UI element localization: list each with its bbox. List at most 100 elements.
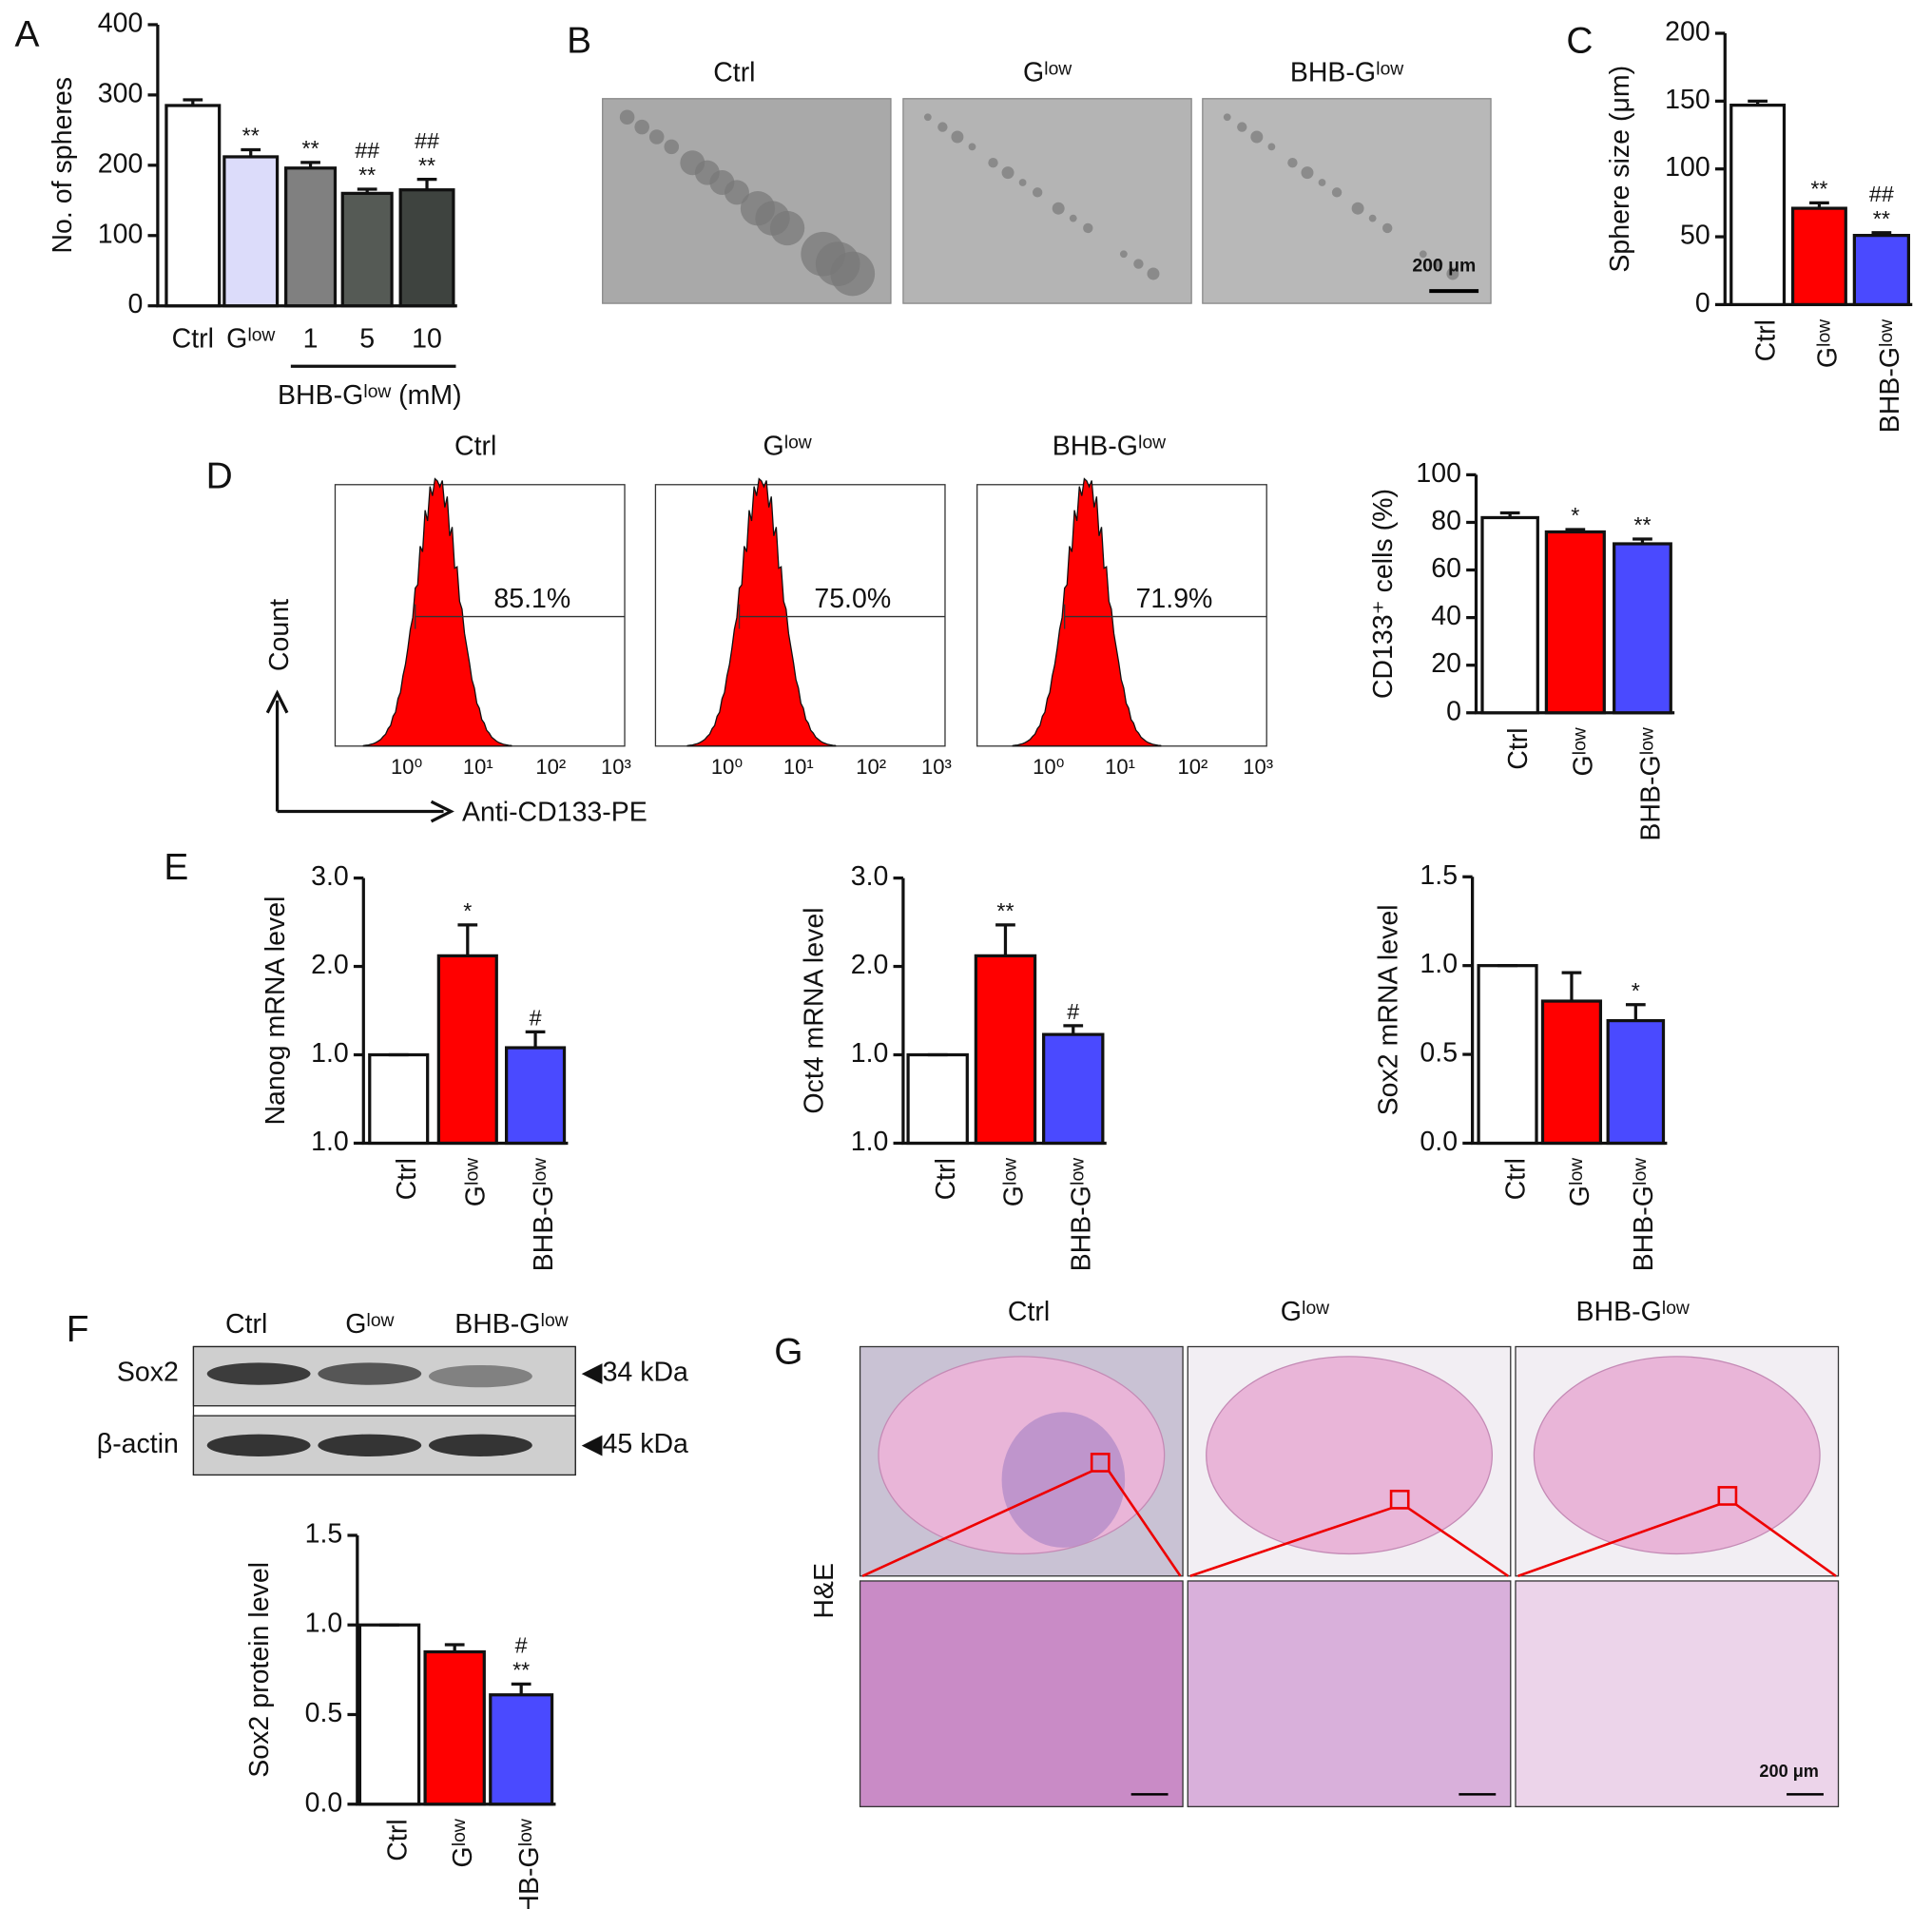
- sphere: [923, 113, 932, 122]
- error-bar: [1063, 1024, 1084, 1035]
- flow-tick: 10⁰: [1033, 755, 1064, 779]
- sphere: [951, 130, 964, 144]
- sphere: [1250, 130, 1264, 144]
- significance: #: [530, 1006, 542, 1031]
- y-tick-label: 1.0: [305, 1609, 343, 1639]
- significance: #: [515, 1633, 528, 1658]
- gate-label: 75.0%: [814, 584, 891, 614]
- bar: [505, 1046, 567, 1146]
- x-tick-label: Gˡᵒʷ: [1812, 319, 1843, 368]
- sphere: [664, 139, 680, 155]
- x-tick-label: BHB-Gˡᵒʷ: [529, 1158, 559, 1272]
- sphere: [937, 122, 948, 132]
- sphere: [1382, 222, 1393, 234]
- x-tick-label: Ctrl: [172, 324, 214, 355]
- error-bar: [1748, 99, 1768, 106]
- bar: [1042, 1032, 1105, 1146]
- x-tick-label: BHB-Gˡᵒʷ: [514, 1819, 545, 1909]
- y-tick-label: 1.5: [1420, 860, 1458, 891]
- flow-histogram: [1012, 477, 1162, 747]
- y-tick-label: 80: [1431, 506, 1461, 536]
- y-tick-label: 100: [1416, 458, 1461, 489]
- significance: **: [1810, 177, 1827, 202]
- micrograph: [1202, 98, 1492, 304]
- y-tick-label: 0: [1695, 288, 1710, 318]
- x-tick-label: Ctrl: [392, 1158, 422, 1200]
- y-tick-label: 0: [1446, 696, 1461, 726]
- panel-label: E: [164, 847, 188, 888]
- sphere: [1267, 143, 1276, 151]
- x-tick-label: Ctrl: [382, 1819, 413, 1861]
- axis-arrows: [265, 689, 454, 823]
- y-axis-label: Sox2 protein level: [244, 1562, 275, 1778]
- x-tick-label: 5: [359, 324, 375, 355]
- size-label: ◀34 kDa: [582, 1358, 688, 1388]
- error-bar: [1561, 971, 1582, 1002]
- lane-label: Ctrl: [225, 1309, 267, 1340]
- scale-label: 200 μm: [1412, 255, 1476, 276]
- error-bar: [1565, 528, 1586, 532]
- x-tick-label: BHB-Gˡᵒʷ: [1067, 1158, 1097, 1272]
- flow-tick: 10¹: [1105, 755, 1135, 779]
- flow-title: BHB-Gˡᵒʷ: [1053, 431, 1166, 461]
- y-tick-label: 0.5: [305, 1698, 343, 1728]
- sphere: [988, 158, 998, 168]
- y-axis-label: No. of spheres: [48, 77, 78, 254]
- zoom-lines: [861, 1470, 1182, 1577]
- y-tick-label: 3.0: [311, 861, 349, 892]
- sphere: [1301, 166, 1314, 180]
- sphere: [830, 251, 876, 297]
- x-tick-label: 1: [303, 324, 319, 355]
- sphere: [1032, 187, 1043, 198]
- sphere: [619, 109, 635, 125]
- significance: ##: [415, 128, 439, 153]
- sphere: [1119, 250, 1128, 259]
- flow-tick: 10³: [1243, 755, 1273, 779]
- significance: #: [1067, 999, 1079, 1024]
- x-tick-label: BHB-Gˡᵒʷ: [1875, 319, 1905, 434]
- bar: [1540, 999, 1603, 1146]
- error-bar: [357, 187, 377, 194]
- stain-label: H&E: [809, 1563, 840, 1619]
- bar: [489, 1693, 554, 1806]
- bar: [1480, 515, 1539, 715]
- y-tick-label: 50: [1680, 221, 1710, 251]
- y-tick-label: 1.0: [851, 1127, 889, 1157]
- flow-xlabel: Anti-CD133-PE: [462, 798, 647, 828]
- flow-tick: 10⁰: [391, 755, 422, 779]
- panel-label: A: [15, 14, 40, 55]
- flow-histogram: [362, 477, 512, 747]
- gate-label: 85.1%: [493, 584, 570, 614]
- y-tick-label: 2.0: [311, 950, 349, 980]
- error-bar: [444, 1643, 465, 1652]
- sphere: [1446, 267, 1459, 280]
- section-title: Gˡᵒʷ: [1281, 1297, 1329, 1327]
- error-bar: [457, 923, 478, 956]
- sphere: [1368, 214, 1377, 222]
- zoom-image: [1515, 1580, 1840, 1807]
- y-tick-label: 100: [98, 219, 144, 249]
- y-tick-label: 2.0: [851, 950, 889, 980]
- blot-band: [428, 1364, 532, 1388]
- error-bar: [416, 177, 437, 190]
- sphere: [968, 143, 976, 151]
- bar: [1790, 206, 1847, 307]
- bar: [974, 954, 1037, 1146]
- bar: [1613, 542, 1672, 715]
- y-tick-label: 0.5: [1420, 1038, 1458, 1069]
- flow-tick: 10³: [601, 755, 631, 779]
- row-label: β-actin: [97, 1429, 179, 1459]
- blot-band: [318, 1362, 422, 1385]
- flow-tick: 10²: [856, 755, 886, 779]
- x-tick-label: Gˡᵒʷ: [998, 1158, 1029, 1206]
- x-tick-label: Gˡᵒʷ: [1565, 1158, 1595, 1206]
- y-tick-label: 20: [1431, 648, 1461, 679]
- sphere: [1147, 267, 1160, 280]
- panel-label: C: [1566, 21, 1593, 62]
- x-tick-label: Ctrl: [931, 1158, 961, 1200]
- sphere: [1433, 259, 1443, 269]
- flow-tick: 10¹: [783, 755, 814, 779]
- x-tick-label: Gˡᵒʷ: [226, 324, 275, 355]
- section-title: Ctrl: [1008, 1297, 1050, 1327]
